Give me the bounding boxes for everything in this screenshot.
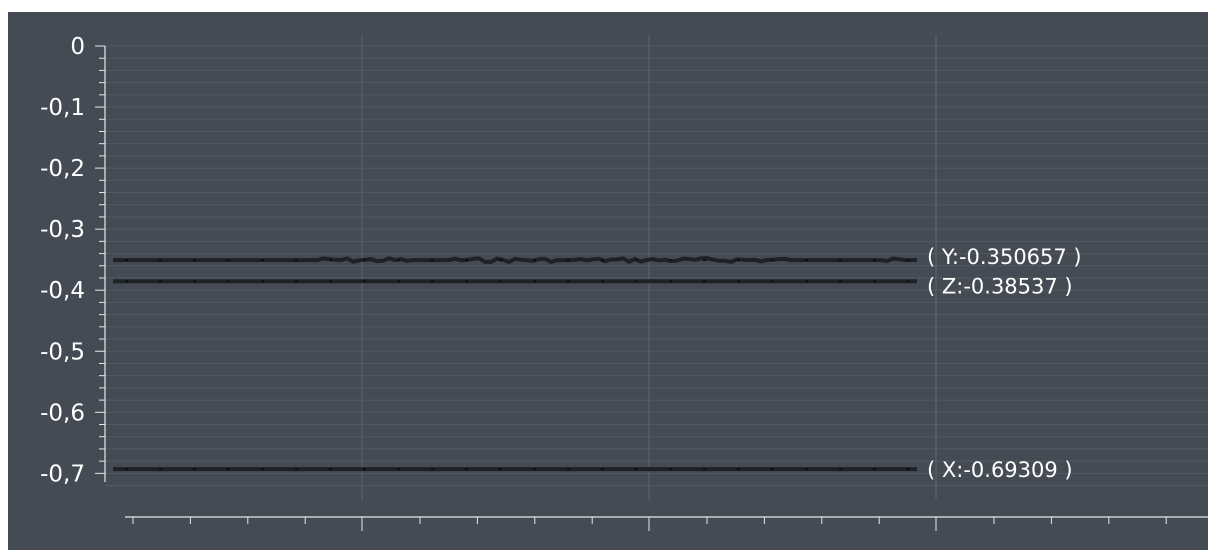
series-labels: ( Y:-0.350657 ) ( Z:-0.38537 ) ( X:-0.6930… xyxy=(927,245,1082,482)
series-point xyxy=(703,280,706,283)
series-point xyxy=(295,259,298,262)
x-axis xyxy=(125,516,1208,531)
series-point xyxy=(907,468,910,471)
series-point xyxy=(601,468,604,471)
series-point xyxy=(193,259,196,262)
series-point xyxy=(635,259,638,262)
series-point xyxy=(839,468,842,471)
series-point xyxy=(771,280,774,283)
series-point xyxy=(771,259,774,262)
series-point xyxy=(873,280,876,283)
series-line xyxy=(113,256,917,265)
series-point xyxy=(567,259,570,262)
series-point xyxy=(431,259,434,262)
series-point xyxy=(227,259,230,262)
y-axis: 0 -0,1 -0,2 -0,3 -0,4 -0,5 -0,6 -0,7 xyxy=(40,34,106,487)
series-group xyxy=(113,256,917,472)
series-point xyxy=(873,468,876,471)
series-point xyxy=(363,259,366,262)
series-point xyxy=(669,280,672,283)
series-point xyxy=(737,259,740,262)
series-point xyxy=(805,468,808,471)
series-point xyxy=(261,468,264,471)
series-point xyxy=(261,280,264,283)
series-point xyxy=(737,280,740,283)
y-tick-label: -0,1 xyxy=(40,95,85,121)
series-point xyxy=(397,280,400,283)
y-tick-label: -0,6 xyxy=(40,400,85,426)
series-point xyxy=(703,259,706,262)
series-point xyxy=(261,259,264,262)
series-point xyxy=(329,280,332,283)
series-point xyxy=(159,468,162,471)
series-point xyxy=(227,468,230,471)
series-point xyxy=(567,468,570,471)
y-tick-label: 0 xyxy=(70,34,85,60)
series-point xyxy=(839,280,842,283)
series-point xyxy=(533,280,536,283)
series-point xyxy=(159,280,162,283)
series-point xyxy=(295,280,298,283)
series-point xyxy=(499,259,502,262)
series-point xyxy=(465,280,468,283)
series-point xyxy=(635,280,638,283)
grid-minor xyxy=(105,45,1208,487)
series-point xyxy=(737,468,740,471)
series-point xyxy=(159,259,162,262)
series-point xyxy=(805,259,808,262)
series-point xyxy=(329,259,332,262)
y-tick-label: -0,3 xyxy=(40,217,85,243)
series-point xyxy=(431,280,434,283)
y-tick-label: -0,5 xyxy=(40,339,85,365)
series-point xyxy=(907,259,910,262)
series-point xyxy=(873,259,876,262)
series-point xyxy=(839,259,842,262)
y-tick-label: -0,7 xyxy=(40,461,85,487)
series-point xyxy=(397,259,400,262)
series-point xyxy=(125,259,128,262)
series-point xyxy=(805,280,808,283)
series-value-label: ( Z:-0.38537 ) xyxy=(927,274,1073,298)
series-point xyxy=(601,259,604,262)
series-point xyxy=(363,280,366,283)
series-point xyxy=(125,468,128,471)
series-point xyxy=(567,280,570,283)
series-point xyxy=(193,468,196,471)
y-tick-label: -0,2 xyxy=(40,156,85,182)
series-point xyxy=(125,280,128,283)
series-point xyxy=(907,280,910,283)
series-point xyxy=(499,280,502,283)
series-point xyxy=(771,468,774,471)
series-point xyxy=(601,280,604,283)
series-point xyxy=(533,468,536,471)
series-point xyxy=(635,468,638,471)
series-point xyxy=(703,468,706,471)
series-point xyxy=(533,259,536,262)
series-point xyxy=(329,468,332,471)
series-value-label: ( X:-0.69309 ) xyxy=(927,458,1073,482)
grid-major xyxy=(361,35,937,500)
series-point xyxy=(363,468,366,471)
series-point xyxy=(465,259,468,262)
series-point xyxy=(465,468,468,471)
series-point xyxy=(193,280,196,283)
series-point xyxy=(499,468,502,471)
series-point xyxy=(669,259,672,262)
series-point xyxy=(397,468,400,471)
series-point xyxy=(431,468,434,471)
y-tick-label: -0,4 xyxy=(40,278,85,304)
series-point xyxy=(669,468,672,471)
series-value-label: ( Y:-0.350657 ) xyxy=(927,245,1082,269)
series-point xyxy=(295,468,298,471)
series-point xyxy=(227,280,230,283)
